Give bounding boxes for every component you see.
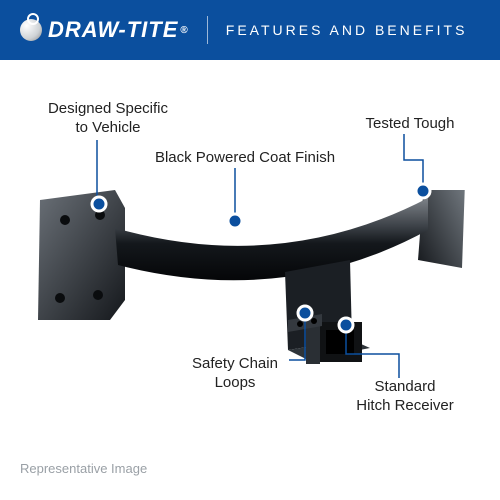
header-divider [207, 16, 208, 44]
hitch-ball-icon [20, 19, 42, 41]
footer-note: Representative Image [20, 461, 147, 476]
header-tagline: FEATURES AND BENEFITS [226, 22, 468, 38]
callout-finish: Black Powered Coat Finish [130, 149, 360, 168]
diagram-canvas: Representative Image Designed Specificto… [0, 60, 500, 490]
callout-receiver: StandardHitch Receiver [335, 378, 475, 416]
logo-text: DRAW-TITE [48, 17, 178, 43]
callout-designed: Designed Specificto Vehicle [28, 100, 188, 138]
callout-tough: Tested Tough [350, 115, 470, 134]
header-bar: DRAW-TITE ® FEATURES AND BENEFITS [0, 0, 500, 60]
brand-logo: DRAW-TITE ® [20, 17, 189, 43]
callout-loops: Safety ChainLoops [175, 355, 295, 393]
registered-mark: ® [180, 25, 188, 36]
